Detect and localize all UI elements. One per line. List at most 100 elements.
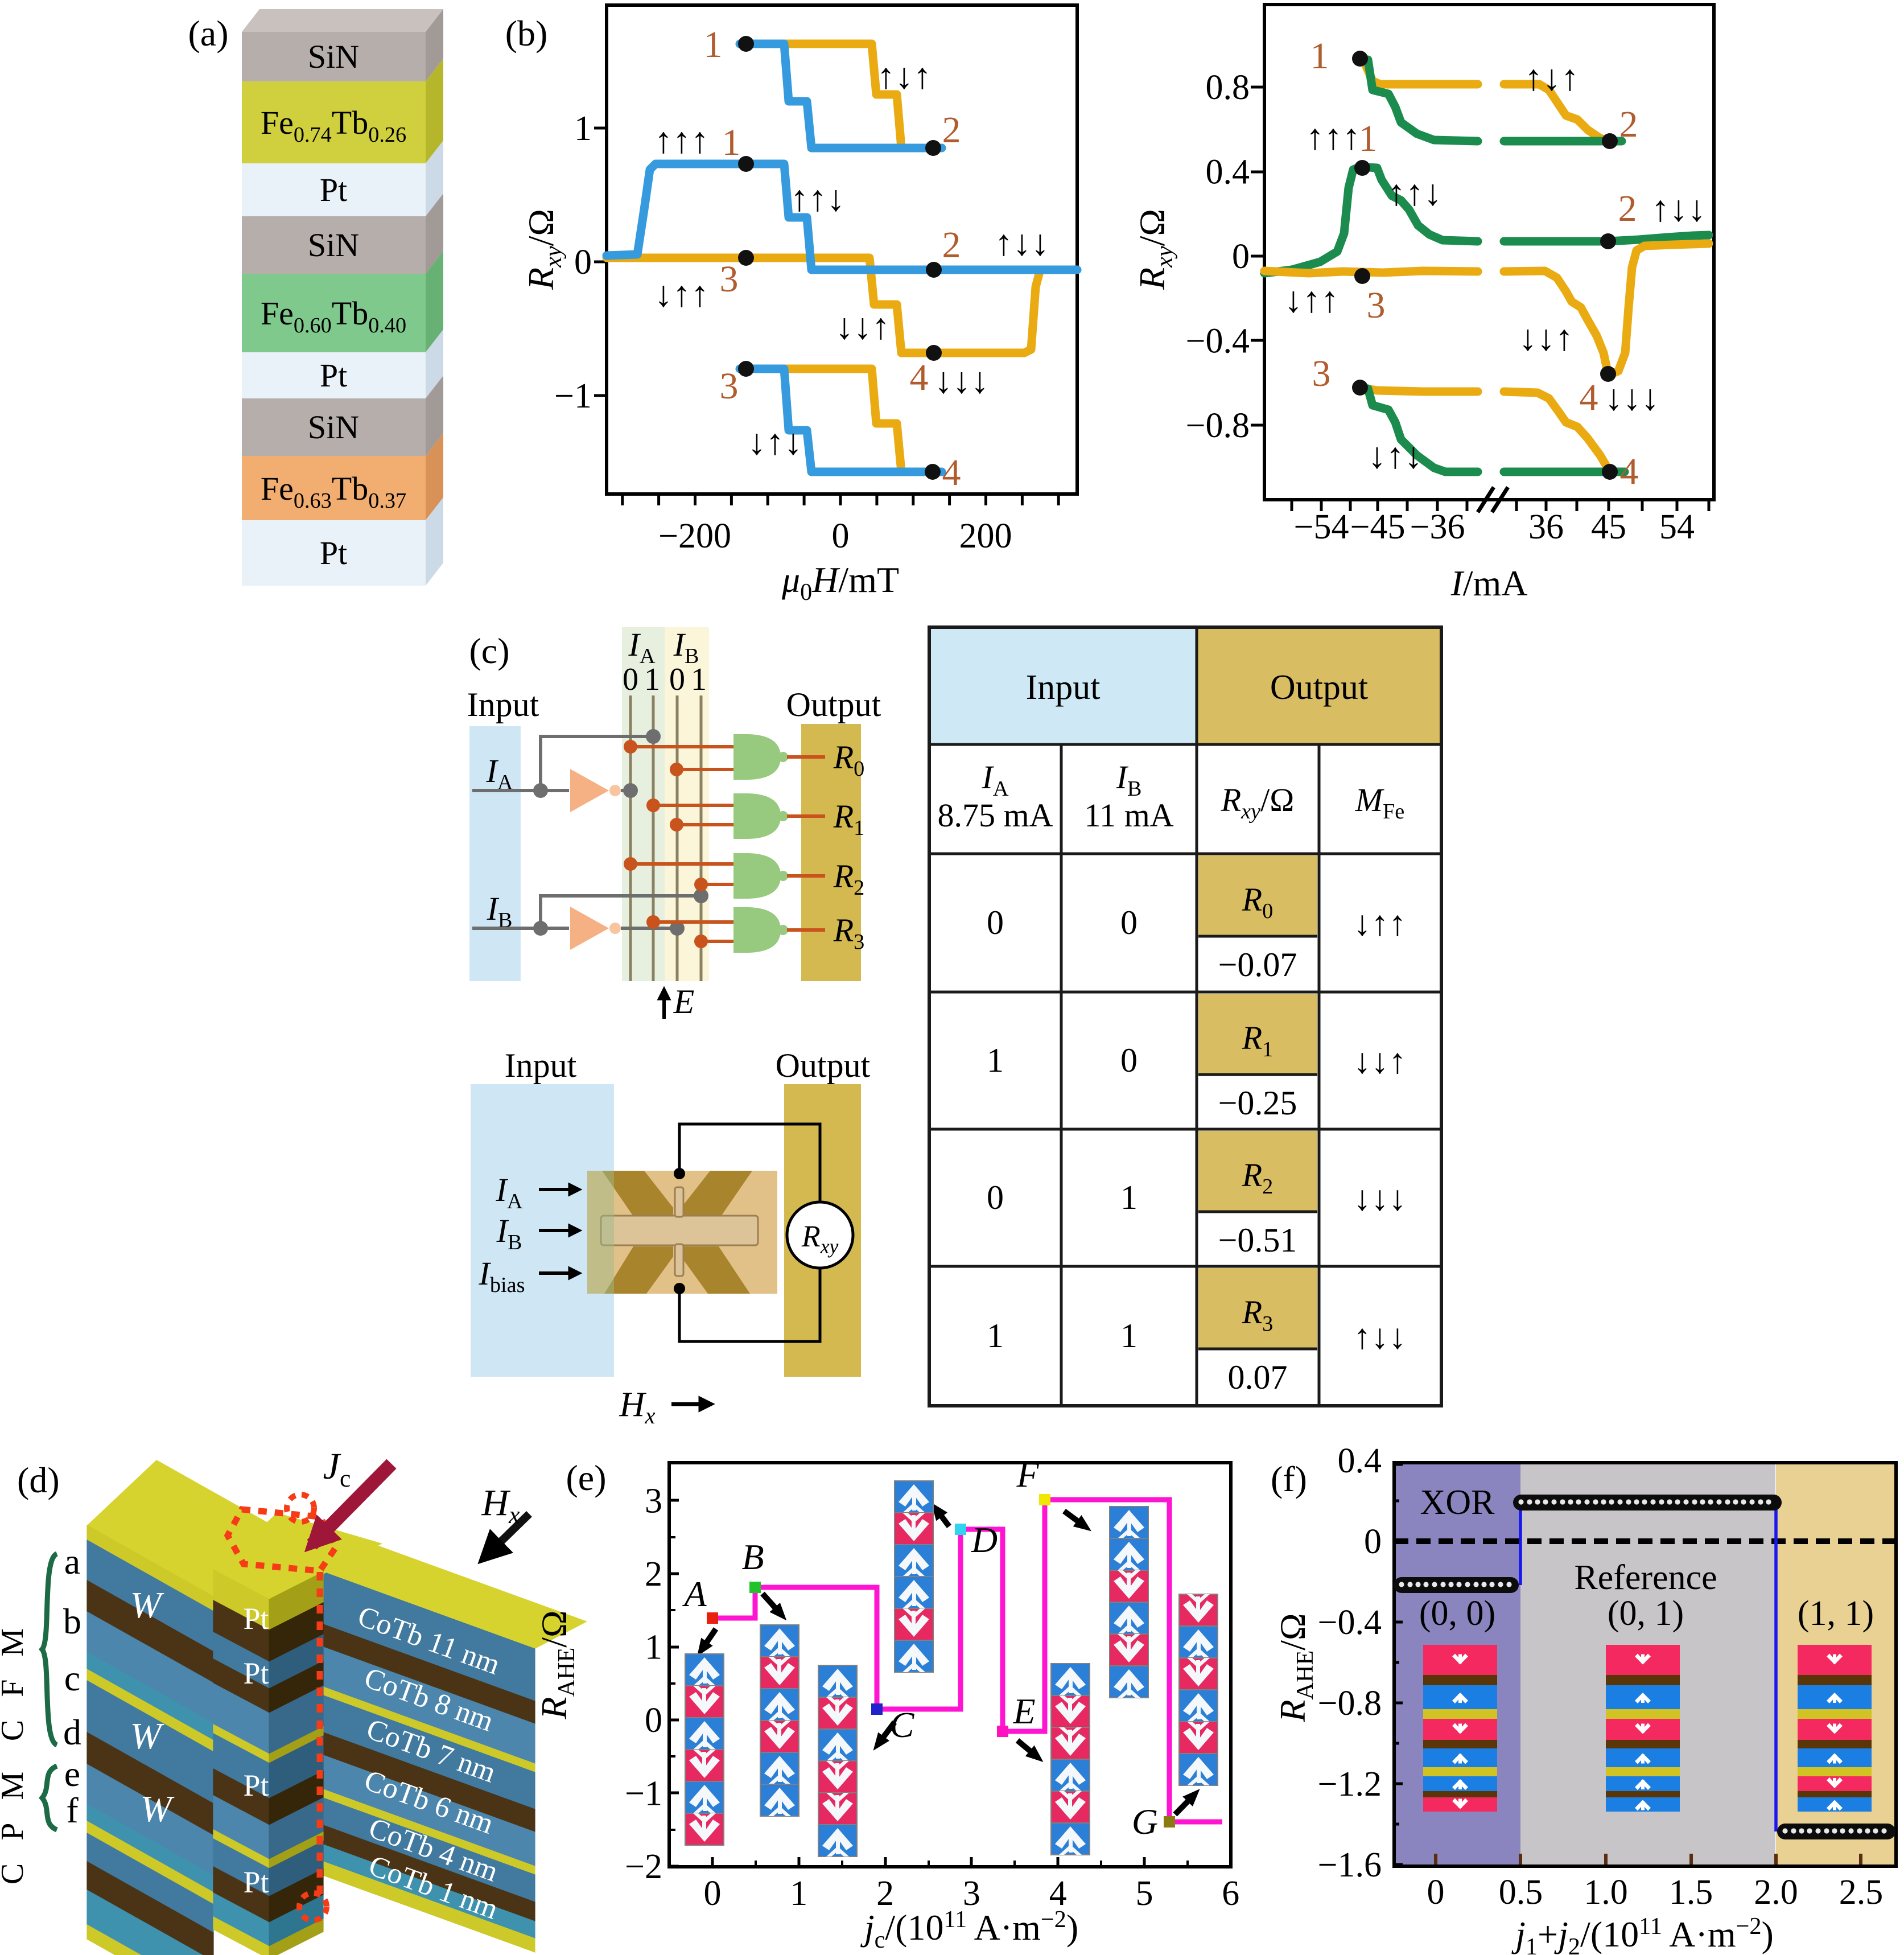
svg-text:μ0H/mT: μ0H/mT [781,559,899,606]
svg-text:4: 4 [1580,377,1598,418]
svg-text:1: 1 [1359,118,1378,159]
svg-text:(d): (d) [17,1460,60,1500]
svg-text:↑↓↓: ↑↓↓ [995,223,1049,263]
svg-text:0: 0 [623,662,638,697]
svg-text:A: A [682,1574,707,1614]
svg-text:G: G [1132,1801,1158,1842]
svg-text:R1: R1 [833,798,865,840]
svg-text:E: E [1012,1691,1035,1731]
svg-text:1: 1 [704,24,723,65]
svg-text:CFM: CFM [0,1606,30,1741]
svg-text:I/mA: I/mA [1450,563,1527,603]
svg-text:(c): (c) [469,631,509,671]
svg-text:↓↓↓: ↓↓↓ [934,360,989,401]
svg-text:Pt: Pt [320,171,347,208]
svg-text:↓↓↓: ↓↓↓ [1354,1179,1407,1218]
svg-text:↑↑↑: ↑↑↑ [654,120,709,160]
svg-text:0.07: 0.07 [1228,1359,1288,1396]
svg-text:0: 0 [669,662,685,697]
svg-text:↓↑↑: ↓↑↑ [1354,904,1407,943]
svg-text:Pt: Pt [243,1768,269,1802]
svg-text:jc/(1011 A·m−2): jc/(1011 A·m−2) [860,1906,1078,1953]
svg-text:IA: IA [982,759,1009,801]
svg-text:2: 2 [1618,188,1637,229]
svg-text:−200: −200 [658,517,731,555]
svg-text:1: 1 [1310,35,1329,77]
svg-text:↑↑↓: ↑↑↓ [1387,172,1442,213]
svg-text:2: 2 [645,1555,662,1594]
svg-text:2: 2 [942,224,961,266]
svg-text:0.8: 0.8 [1206,68,1250,107]
svg-text:R0: R0 [833,739,865,781]
svg-text:0: 0 [832,517,850,555]
svg-text:0: 0 [704,1874,722,1913]
svg-text:RAHE/Ω: RAHE/Ω [1272,1613,1318,1722]
svg-text:Input: Input [1026,668,1101,707]
svg-text:↓↓↓: ↓↓↓ [1605,377,1659,418]
svg-text:R1: R1 [1242,1019,1274,1061]
svg-text:−1: −1 [625,1775,662,1813]
svg-text:1: 1 [722,122,741,163]
svg-text:36: 36 [1528,508,1564,546]
svg-text:1.0: 1.0 [1584,1873,1628,1912]
svg-text:↓↓↑: ↓↓↑ [835,306,890,347]
svg-text:2: 2 [1619,104,1638,145]
svg-text:IA: IA [628,626,656,668]
svg-text:SiN: SiN [308,38,359,75]
svg-text:(f): (f) [1271,1459,1307,1499]
svg-text:1: 1 [1120,1317,1138,1355]
svg-text:2: 2 [942,109,961,151]
svg-text:(e): (e) [566,1458,606,1498]
svg-text:SiN: SiN [308,409,359,446]
svg-text:Pt: Pt [320,534,347,571]
svg-text:3: 3 [963,1874,980,1913]
svg-text:c: c [64,1658,80,1698]
svg-text:↑↓↓: ↑↓↓ [1354,1318,1407,1356]
svg-text:200: 200 [959,517,1012,555]
svg-text:↓↓↑: ↓↓↑ [1519,318,1573,358]
svg-text:−0.4: −0.4 [1186,322,1250,361]
svg-text:(a): (a) [188,13,228,53]
svg-text:W: W [130,1584,164,1626]
svg-text:1: 1 [987,1042,1004,1079]
svg-text:0.4: 0.4 [1206,153,1250,192]
svg-text:(b): (b) [505,13,548,53]
svg-text:Pt: Pt [243,1602,269,1636]
svg-text:↓↑↓: ↓↑↓ [1368,435,1423,476]
svg-text:−36: −36 [1410,508,1465,546]
svg-text:IA: IA [486,752,513,795]
svg-text:(0, 0): (0, 0) [1419,1594,1495,1633]
svg-text:−1.2: −1.2 [1318,1765,1382,1804]
svg-text:↓↑↑: ↓↑↑ [1284,279,1339,320]
svg-text:1: 1 [574,109,592,148]
svg-text:Rxy/Ω: Rxy/Ω [521,209,567,290]
svg-text:IB: IB [496,1212,522,1254]
svg-text:5: 5 [1136,1874,1153,1913]
svg-text:0: 0 [987,904,1004,941]
svg-text:3: 3 [1312,353,1331,394]
svg-text:D: D [971,1520,998,1560]
svg-text:3: 3 [720,365,739,407]
svg-text:−0.51: −0.51 [1218,1221,1297,1259]
svg-text:1: 1 [1120,1179,1138,1216]
svg-text:0: 0 [1232,237,1250,276]
svg-text:8.75 mA: 8.75 mA [938,797,1053,834]
svg-text:3: 3 [720,258,739,300]
svg-text:2: 2 [876,1874,894,1913]
svg-text:W: W [141,1788,175,1830]
svg-text:−0.07: −0.07 [1218,946,1297,983]
svg-text:R0: R0 [1242,881,1274,923]
svg-text:−0.25: −0.25 [1218,1084,1297,1122]
svg-text:4: 4 [942,452,961,493]
svg-text:Hx: Hx [481,1482,520,1529]
svg-text:0: 0 [1120,904,1138,941]
svg-text:W: W [130,1715,164,1757]
svg-text:4: 4 [1049,1874,1067,1913]
svg-text:1: 1 [644,662,660,697]
svg-text:45: 45 [1591,508,1626,546]
svg-text:Pt: Pt [243,1656,269,1690]
svg-text:↑↓↑: ↑↓↑ [877,56,932,96]
svg-text:2.5: 2.5 [1839,1873,1884,1912]
svg-text:b: b [63,1601,81,1641]
svg-text:3: 3 [645,1482,662,1521]
